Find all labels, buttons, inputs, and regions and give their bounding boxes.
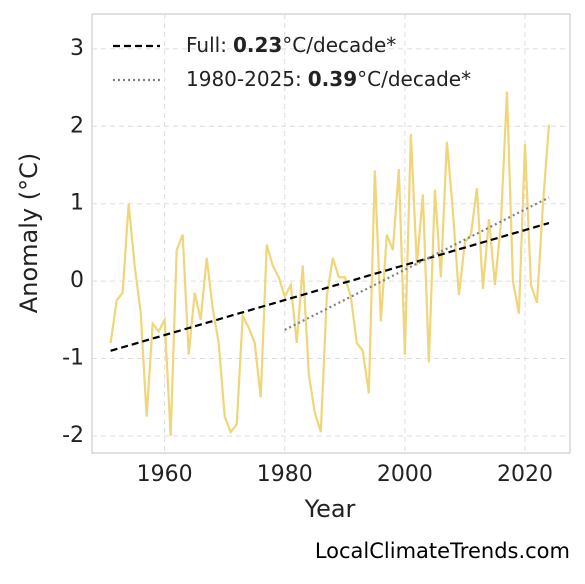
anomaly-line (109, 91, 551, 437)
y-tick-label: -2 (62, 423, 84, 448)
y-tick-label: -1 (62, 346, 84, 371)
legend-rate: 0.23 (233, 33, 282, 57)
x-tick-label: 1960 (137, 462, 193, 487)
trend-line (284, 196, 550, 331)
legend-name: 1980-2025: (186, 67, 302, 91)
y-tick-label: 3 (70, 36, 84, 61)
x-axis-label: Year (304, 495, 356, 523)
grid: -2 -1 0 1 2 3 1960 1980 2000 2020 (62, 14, 570, 487)
legend-label: Full: 0.23°C/decade* (186, 33, 396, 57)
marks (109, 91, 551, 437)
y-tick-label: 0 (70, 268, 84, 293)
x-tick-label: 1980 (257, 462, 313, 487)
legend: Full: 0.23°C/decade*1980-2025: 0.39°C/deca… (113, 33, 471, 91)
watermark: LocalClimateTrends.com (315, 539, 570, 563)
legend-label: 1980-2025: 0.39°C/decade* (186, 67, 471, 91)
legend-name: Full: (186, 33, 227, 57)
trend-line (110, 221, 550, 352)
x-tick-label: 2000 (377, 462, 433, 487)
legend-unit: °C/decade* (282, 33, 396, 57)
y-tick-label: 1 (70, 191, 84, 216)
y-axis-label: Anomaly (°C) (15, 153, 43, 313)
legend-unit: °C/decade* (357, 67, 471, 91)
x-tick-label: 2020 (497, 462, 553, 487)
y-tick-label: 2 (70, 113, 84, 138)
legend-rate: 0.39 (308, 67, 357, 91)
